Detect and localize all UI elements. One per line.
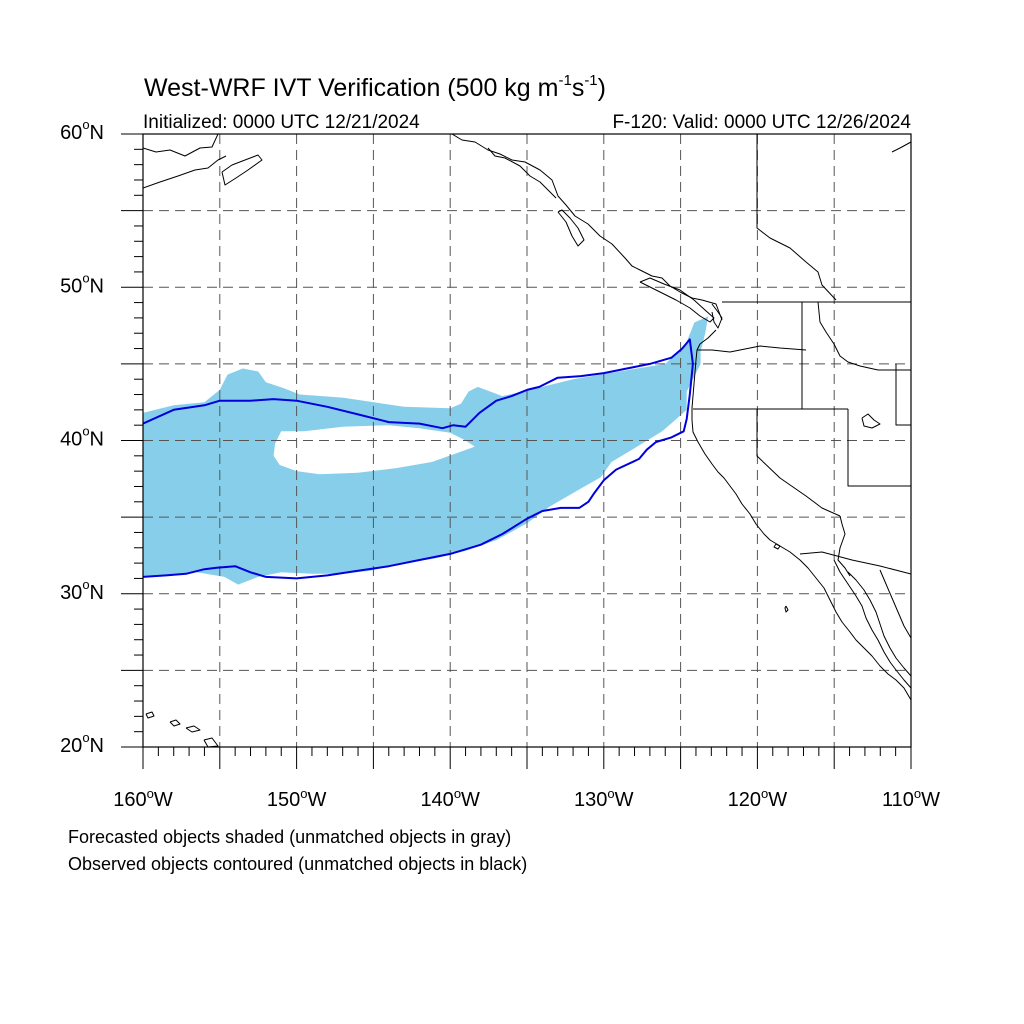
lat-lon-grid — [143, 134, 911, 747]
canada-province-border — [756, 134, 837, 301]
baja-california — [833, 559, 911, 689]
hawaii-island-oahu — [169, 719, 181, 727]
lon-label-140w: 140oW — [420, 786, 480, 811]
map-area — [143, 134, 911, 747]
hawaii-island-kauai — [145, 711, 155, 719]
coastlines-and-borders — [143, 134, 911, 747]
hawaii-island-maui — [185, 725, 201, 733]
lat-label-40n: 40oN — [60, 424, 104, 451]
queen-charlotte-islands — [557, 209, 585, 247]
lon-label-120w: 120oW — [728, 786, 788, 811]
axis-ticks — [121, 133, 912, 769]
great-salt-lake — [861, 413, 881, 429]
lat-label-50n: 50oN — [60, 271, 104, 298]
initialized-time: Initialized: 0000 UTC 12/21/2024 — [143, 112, 420, 133]
alaska-coastline — [143, 134, 219, 157]
footer-note-forecast: Forecasted objects shaded (unmatched obj… — [68, 827, 511, 847]
lon-label-150w: 150oW — [267, 786, 327, 811]
vancouver-island — [639, 277, 715, 323]
observed-ivt-object-contour — [143, 338, 694, 580]
hawaii-big-island — [203, 737, 219, 747]
columbia-river — [697, 345, 807, 353]
lat-label-60n: 60oN — [60, 117, 104, 144]
latitude-labels: 20oN 30oN 40oN 50oN 60oN — [60, 117, 104, 757]
longitude-labels: 160oW 150oW 140oW 130oW 120oW 110oW — [113, 786, 940, 811]
us-west-coast — [691, 329, 911, 701]
mexico-coast — [879, 569, 911, 639]
kodiak-island — [221, 154, 263, 186]
forecast-ivt-object — [143, 316, 709, 585]
utah-border — [895, 364, 911, 426]
figure-title: West-WRF IVT Verification (500 kg m-1s-1… — [144, 72, 606, 102]
us-mexico-border — [799, 551, 911, 575]
alaska-gulf-coast — [451, 134, 723, 321]
idaho-east-border — [817, 301, 911, 371]
alaska-peninsula-coast — [143, 155, 227, 189]
alaska-gulf-islands — [487, 147, 557, 199]
lat-label-20n: 20oN — [60, 730, 104, 757]
guadalupe-island — [784, 605, 789, 613]
footer-note-observed: Observed objects contoured (unmatched ob… — [68, 854, 527, 874]
arizona-border — [837, 515, 851, 577]
valid-time: F-120: Valid: 0000 UTC 12/26/2024 — [612, 112, 911, 133]
gulf-of-california — [847, 571, 911, 677]
puget-sound — [711, 303, 723, 329]
utah-nevada-border — [847, 409, 911, 487]
lon-label-160w: 160oW — [113, 786, 173, 811]
canada-border-segment — [891, 141, 911, 153]
lon-label-130w: 130oW — [574, 786, 634, 811]
channel-islands — [773, 543, 781, 550]
lon-label-110w: 110oW — [882, 786, 940, 811]
lat-label-30n: 30oN — [60, 577, 104, 604]
nevada-border — [756, 409, 841, 517]
